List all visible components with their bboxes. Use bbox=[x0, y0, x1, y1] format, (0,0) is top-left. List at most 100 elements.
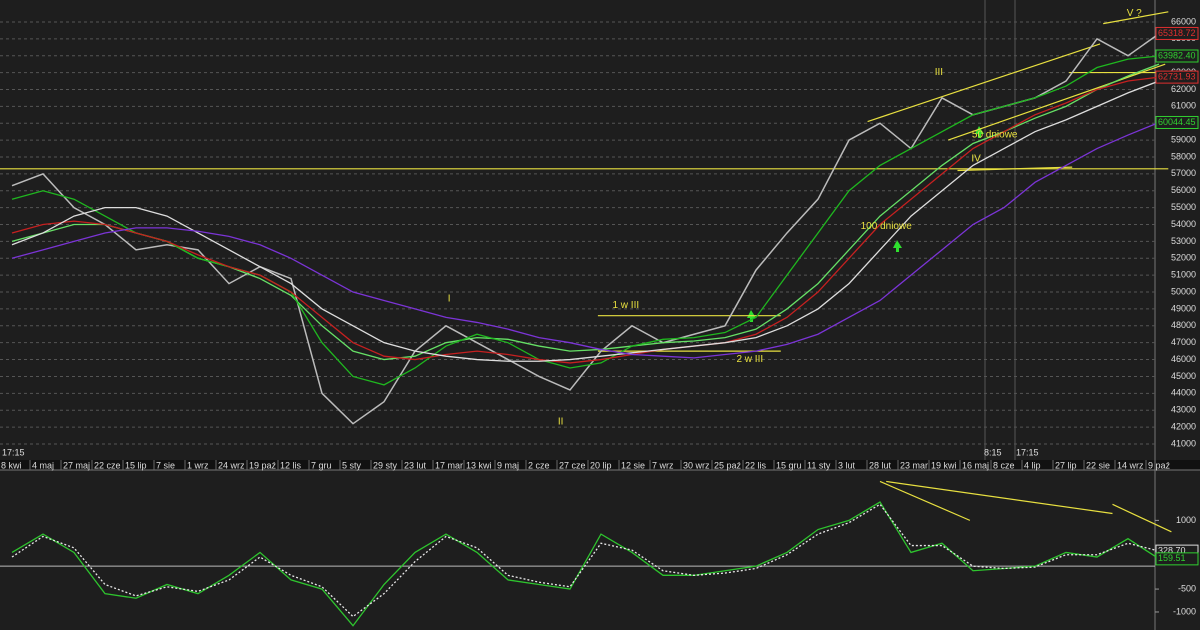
y-tick-label: 52000 bbox=[1171, 253, 1196, 263]
x-tick-label: 20 lip bbox=[590, 460, 612, 470]
x-tick-label: 29 sty bbox=[373, 460, 398, 470]
value-marker bbox=[1155, 115, 1199, 129]
y-tick-label: 48000 bbox=[1171, 320, 1196, 330]
x-tick-label: 9 paź bbox=[1148, 460, 1171, 470]
value-marker bbox=[1155, 26, 1199, 40]
x-tick-label: 24 wrz bbox=[218, 460, 245, 470]
x-tick-label: 13 kwi bbox=[466, 460, 492, 470]
trend-line bbox=[886, 480, 1113, 515]
x-tick-label: 27 lip bbox=[1055, 460, 1077, 470]
y-tick-label: 66000 bbox=[1171, 16, 1196, 26]
annotation: 100 dniowe bbox=[861, 221, 913, 232]
x-tick-label: 27 maj bbox=[63, 460, 90, 470]
x-tick-label: 19 kwi bbox=[931, 460, 957, 470]
annotation: I bbox=[448, 293, 451, 304]
annotation: 50 dniowe bbox=[972, 130, 1018, 141]
y-tick-label: 45000 bbox=[1171, 371, 1196, 381]
annotation: IV bbox=[971, 153, 981, 164]
y-tick-label: 44000 bbox=[1171, 388, 1196, 398]
trend-line bbox=[948, 63, 1166, 141]
x-tick-label: 7 gru bbox=[311, 460, 332, 470]
value-marker-label: 65318.72 bbox=[1158, 28, 1196, 38]
series-line bbox=[11, 80, 1160, 362]
x-tick-label: 8 kwi bbox=[1, 460, 22, 470]
y-tick-label: 57000 bbox=[1171, 168, 1196, 178]
x-tick-label: 17 mar bbox=[435, 460, 463, 470]
time-label: 17:15 bbox=[2, 447, 25, 457]
y-tick-label: 49000 bbox=[1171, 303, 1196, 313]
x-tick-label: 14 wrz bbox=[1117, 460, 1144, 470]
x-tick-label: 22 sie bbox=[1086, 460, 1110, 470]
trend-line bbox=[867, 43, 1101, 123]
x-tick-label: 12 sie bbox=[621, 460, 645, 470]
y-tick-label: -1000 bbox=[1173, 606, 1196, 616]
y-tick-label: 59000 bbox=[1171, 134, 1196, 144]
value-marker-label: 60044.45 bbox=[1158, 117, 1196, 127]
y-tick-label: 43000 bbox=[1171, 405, 1196, 415]
series-line bbox=[11, 121, 1160, 359]
y-tick-label: 46000 bbox=[1171, 354, 1196, 364]
annotation: III bbox=[935, 67, 943, 78]
x-tick-label: 19 paź bbox=[249, 460, 277, 470]
annotation: 1 w III bbox=[612, 300, 639, 311]
value-marker bbox=[1155, 552, 1199, 566]
y-tick-label: 54000 bbox=[1171, 219, 1196, 229]
trend-line bbox=[957, 166, 1073, 172]
time-label: 8:15 bbox=[984, 447, 1002, 457]
x-tick-label: 4 maj bbox=[32, 460, 54, 470]
value-marker-label: 62731.93 bbox=[1158, 71, 1196, 81]
series-line bbox=[11, 33, 1160, 425]
y-tick-label: 56000 bbox=[1171, 185, 1196, 195]
x-tick-label: 23 lut bbox=[404, 460, 427, 470]
x-tick-label: 28 lut bbox=[869, 460, 892, 470]
y-tick-label: 42000 bbox=[1171, 421, 1196, 431]
y-tick-label: 50000 bbox=[1171, 286, 1196, 296]
x-tick-label: 4 lip bbox=[1024, 460, 1041, 470]
value-marker bbox=[1155, 49, 1199, 63]
y-tick-label: 55000 bbox=[1171, 202, 1196, 212]
x-tick-label: 22 cze bbox=[94, 460, 121, 470]
y-tick-label: 1000 bbox=[1176, 515, 1196, 525]
x-tick-label: 15 lip bbox=[125, 460, 147, 470]
time-label: 17:15 bbox=[1016, 447, 1039, 457]
y-tick-label: 58000 bbox=[1171, 151, 1196, 161]
series-line bbox=[11, 76, 1160, 364]
x-tick-label: 12 lis bbox=[280, 460, 302, 470]
arrow bbox=[975, 126, 984, 138]
x-tick-label: 2 cze bbox=[528, 460, 550, 470]
y-tick-label: 41000 bbox=[1171, 438, 1196, 448]
trend-line bbox=[1112, 503, 1172, 533]
annotation: V ? bbox=[1127, 8, 1142, 19]
x-tick-label: 11 sty bbox=[807, 460, 831, 470]
value-marker-label: 328.70 bbox=[1158, 545, 1186, 555]
x-tick-label: 22 lis bbox=[745, 460, 767, 470]
x-tick-label: 5 sty bbox=[342, 460, 362, 470]
value-marker bbox=[1155, 70, 1199, 84]
x-tick-label: 15 gru bbox=[776, 460, 802, 470]
value-marker-label: 159.51 bbox=[1158, 553, 1186, 563]
value-marker-label: 63982.40 bbox=[1158, 50, 1196, 60]
x-tick-label: 25 paź bbox=[714, 460, 742, 470]
x-tick-label: 7 wrz bbox=[652, 460, 674, 470]
date-axis bbox=[0, 460, 1200, 470]
y-tick-label: 62000 bbox=[1171, 84, 1196, 94]
trend-line bbox=[879, 480, 971, 521]
series-line bbox=[11, 503, 1160, 618]
series-line bbox=[11, 55, 1160, 386]
arrow bbox=[893, 240, 902, 252]
x-tick-label: 23 mar bbox=[900, 460, 928, 470]
annotation: 2 w III bbox=[736, 354, 763, 365]
x-tick-label: 9 maj bbox=[497, 460, 519, 470]
y-tick-label: 53000 bbox=[1171, 236, 1196, 246]
x-tick-label: 3 lut bbox=[838, 460, 856, 470]
x-tick-label: 1 wrz bbox=[187, 460, 209, 470]
x-tick-label: 7 sie bbox=[156, 460, 175, 470]
y-tick-label: -500 bbox=[1178, 583, 1196, 593]
y-tick-label: 51000 bbox=[1171, 270, 1196, 280]
trend-line bbox=[1103, 11, 1169, 25]
x-tick-label: 8 cze bbox=[993, 460, 1015, 470]
y-tick-label: 47000 bbox=[1171, 337, 1196, 347]
annotation: II bbox=[558, 417, 564, 428]
